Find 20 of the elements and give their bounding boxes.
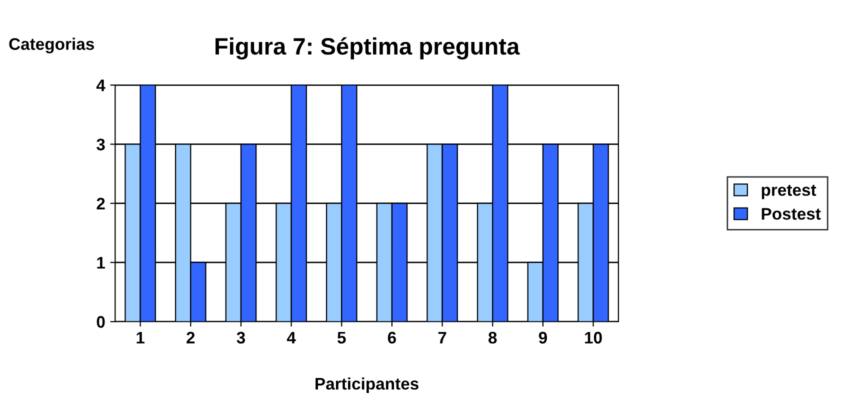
x-tick-label: 3: [236, 332, 246, 344]
x-tick-label: 5: [338, 332, 346, 344]
x-tick-label: 9: [538, 332, 547, 344]
x-tick-label: 8: [488, 332, 497, 344]
x-tick-label: 4: [286, 332, 296, 344]
chart-title: Figura 7: Séptima pregunta: [216, 37, 520, 60]
y-tick-label: 4: [96, 80, 106, 92]
legend-label: pretest: [762, 184, 816, 200]
y-tick-label: 3: [96, 138, 105, 150]
y-tick-label: 0: [96, 316, 105, 328]
x-tick-label: 6: [388, 332, 396, 344]
y-tick-label: 2: [96, 198, 105, 210]
x-tick-label: 7: [438, 332, 446, 344]
x-tick-label: 1: [136, 332, 144, 344]
y-tick-label: 1: [97, 257, 105, 269]
x-tick-label: 2: [186, 332, 195, 344]
x-tick-label: 10: [585, 332, 602, 344]
legend-label: Postest: [762, 208, 821, 220]
y-axis-title: Categorias: [9, 38, 94, 54]
x-axis-title: Participantes: [316, 377, 418, 393]
